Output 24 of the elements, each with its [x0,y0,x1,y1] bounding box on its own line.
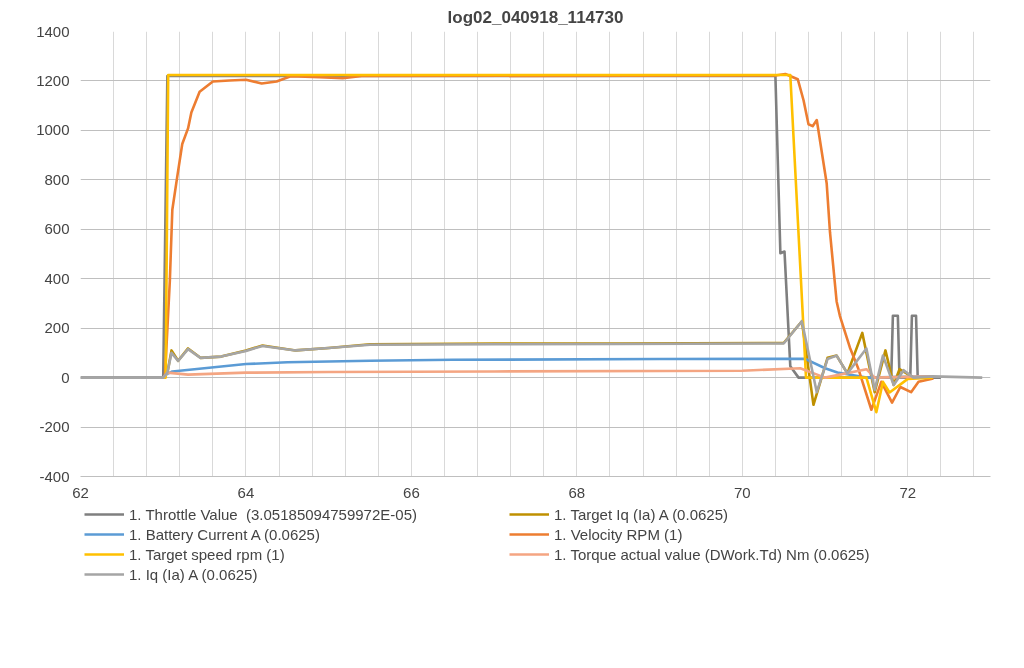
x-tick-label: 68 [568,483,586,501]
y-tick-label: 1000 [36,121,70,139]
legend-label: 1. Target Iq (Ia) A (0.0625) [554,505,729,523]
legend-label: 1. Torque actual value (DWork.Td) Nm (0.0625) [554,545,871,563]
x-tick-label: 66 [403,483,420,501]
chart-title: log02_040918_114730 [447,7,624,27]
legend-label: 1. Throttle Value (3.05185094759972E-05) [129,505,418,523]
y-tick-label: 0 [61,368,70,386]
y-tick-label: 200 [44,319,70,337]
legend-label: 1. Velocity RPM (1) [554,525,684,543]
y-tick-label: 600 [44,220,70,238]
legend-label: 1. Battery Current A (0.0625) [129,525,321,543]
y-tick-label: 800 [44,170,70,188]
y-tick-label: -200 [39,418,70,436]
y-tick-label: 1400 [36,22,70,40]
x-tick-label: 64 [237,483,255,501]
x-tick-label: 72 [899,483,917,501]
legend-label: 1. Iq (Ia) A (0.0625) [129,565,259,583]
x-tick-label: 70 [733,483,751,501]
y-tick-label: -400 [39,467,70,485]
legend-label: 1. Target speed rpm (1) [129,545,286,563]
y-tick-label: 1200 [36,71,70,89]
y-tick-label: 400 [44,269,70,287]
x-tick-label: 62 [72,483,89,501]
